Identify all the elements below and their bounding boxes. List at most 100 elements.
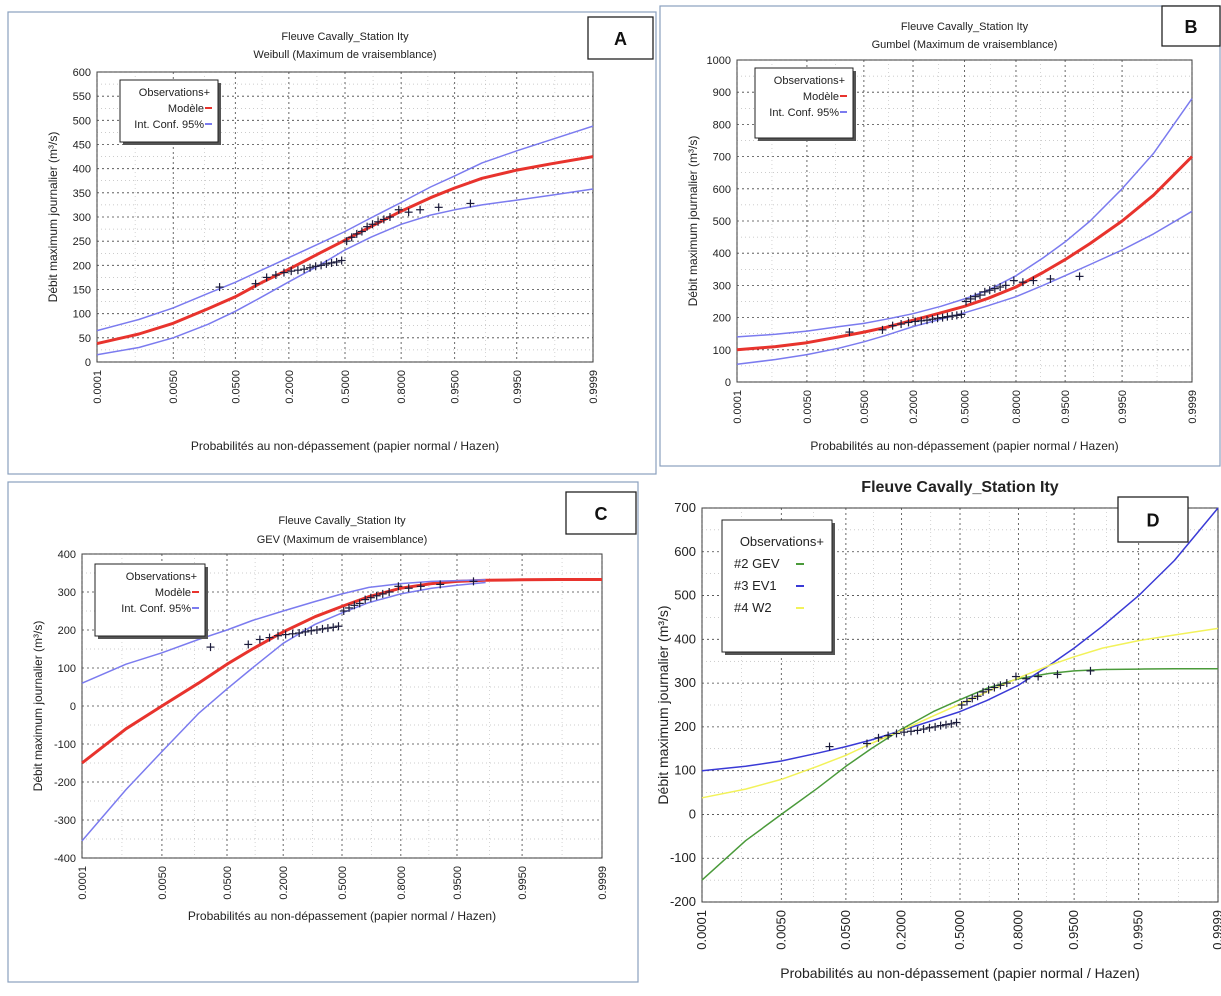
y-tick-label: 100 <box>58 663 76 675</box>
observation-marker <box>329 623 338 632</box>
observation-marker <box>938 313 947 322</box>
y-tick-label: -200 <box>670 894 696 909</box>
observation-marker <box>244 640 253 649</box>
legend-box <box>721 519 833 653</box>
x-tick-label: 0.5000 <box>340 370 352 404</box>
legend-box <box>754 67 854 139</box>
series-line-2 <box>96 188 594 356</box>
y-tick-label: -300 <box>54 815 76 827</box>
observation-marker <box>334 622 343 631</box>
observation-marker <box>345 603 354 612</box>
legend-item-label: Observations+ <box>126 571 197 583</box>
observation-marker <box>1029 276 1038 285</box>
y-tick-label: 400 <box>73 164 91 176</box>
observation-marker <box>948 311 957 320</box>
x-tick-label: 0.9500 <box>452 866 464 900</box>
observation-marker <box>288 629 297 638</box>
observation-marker <box>928 315 937 324</box>
series-line-1 <box>736 98 1193 338</box>
x-tick-label: 0.8000 <box>1010 910 1025 950</box>
x-axis-label: Probabilités au non-dépassement (papier … <box>188 909 496 923</box>
legend-item-label: #3 EV1 <box>734 578 777 593</box>
y-axis-label: Débit maximum journalier (m³/s) <box>31 621 45 792</box>
observation-marker <box>215 283 224 292</box>
panel-frame <box>7 11 657 475</box>
observation-marker <box>337 256 346 265</box>
x-tick-label: 0.9999 <box>588 370 600 404</box>
legend-item-label: Modèle <box>168 103 204 115</box>
observation-marker <box>862 739 871 748</box>
observation-marker <box>892 729 901 738</box>
observation-marker <box>404 208 413 217</box>
observation-marker <box>295 629 304 638</box>
observation-marker <box>957 310 966 319</box>
observation-marker <box>931 722 940 731</box>
panel-c: -400 -300 -200 -100 0 100 200 300 400 0.0001 0.005… <box>7 481 639 983</box>
observation-marker <box>1086 666 1095 675</box>
y-tick-label: -100 <box>670 850 696 865</box>
observation-marker <box>888 321 897 330</box>
x-tick-label: 0.0500 <box>230 370 242 404</box>
x-tick-label: 0.0500 <box>222 866 234 900</box>
observation-marker <box>317 261 326 270</box>
observation-marker <box>900 728 909 737</box>
observation-marker <box>897 320 906 329</box>
y-tick-label: 100 <box>674 763 696 778</box>
observation-marker <box>293 266 302 275</box>
y-tick-label: 250 <box>73 236 91 248</box>
observation-marker <box>350 601 359 610</box>
y-tick-label: 450 <box>73 140 91 152</box>
y-tick-label: 900 <box>713 87 731 99</box>
y-tick-label: 200 <box>58 625 76 637</box>
observation-marker <box>327 258 336 267</box>
y-tick-label: 200 <box>73 260 91 272</box>
x-tick-label: 0.9500 <box>1060 390 1072 424</box>
x-tick-label: 0.2000 <box>278 866 290 900</box>
observation-marker <box>352 229 361 238</box>
legend-item-label: Observations+ <box>774 75 845 87</box>
y-tick-label: 800 <box>713 119 731 131</box>
observation-marker <box>1018 278 1027 287</box>
y-tick-label: -100 <box>54 739 76 751</box>
y-tick-label: 400 <box>674 631 696 646</box>
y-axis-label: Débit maximum journalier (m³/s) <box>655 605 671 804</box>
observation-marker <box>301 627 310 636</box>
x-tick-label: 0.0500 <box>838 910 853 950</box>
y-tick-label: -200 <box>54 777 76 789</box>
observation-marker <box>416 582 425 591</box>
observation-marker <box>366 593 375 602</box>
observation-marker <box>919 725 928 734</box>
chart-title: Fleuve Cavally_Station Ity <box>281 31 409 43</box>
observation-marker <box>957 701 966 709</box>
observation-marker <box>306 263 315 272</box>
legend-item-label: Modèle <box>803 91 839 103</box>
x-tick-label: 0.9950 <box>517 866 529 900</box>
panel-letter-box <box>1117 496 1189 543</box>
x-tick-label: 0.8000 <box>396 866 408 900</box>
x-tick-label: 0.9500 <box>1066 910 1081 950</box>
y-tick-label: 300 <box>58 587 76 599</box>
x-tick-label: 0.0050 <box>773 910 788 950</box>
observation-marker <box>952 311 961 320</box>
observation-marker <box>361 595 370 604</box>
observation-marker <box>971 292 980 301</box>
observation-marker <box>990 683 999 692</box>
x-tick-label: 0.0500 <box>859 390 871 424</box>
observation-marker <box>1034 672 1043 681</box>
y-axis-label: Débit maximum journalier (m³/s) <box>46 132 60 303</box>
observation-marker <box>339 607 348 615</box>
observation-marker <box>300 265 309 274</box>
observation-marker <box>206 643 215 652</box>
x-tick-label: 0.0001 <box>77 866 89 900</box>
observation-marker <box>1046 274 1055 283</box>
observation-marker <box>1002 679 1011 688</box>
observation-marker <box>265 633 274 642</box>
observation-marker <box>363 222 372 231</box>
observation-marker <box>990 284 999 293</box>
observation-marker <box>984 685 993 694</box>
x-tick-label: 0.9500 <box>450 370 462 404</box>
observation-marker <box>996 283 1005 292</box>
y-tick-label: 500 <box>73 115 91 127</box>
panel-letter: A <box>614 29 627 49</box>
legend-box <box>94 563 206 637</box>
